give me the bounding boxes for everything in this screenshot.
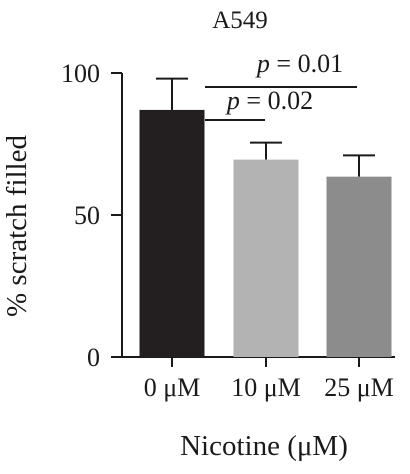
- x-tick-labels: 0 μM 10 μM 25 μM: [144, 373, 394, 402]
- x-tick-label: 10 μM: [231, 373, 301, 402]
- chart-title: A549: [212, 7, 268, 34]
- bars-group: [139, 77, 392, 367]
- x-axis-label: Nicotine (μM): [180, 430, 348, 462]
- p-value-label: p = 0.02: [225, 86, 313, 115]
- x-tick-label: 25 μM: [324, 373, 394, 402]
- bar: [139, 109, 205, 357]
- x-tick-label: 0 μM: [144, 373, 201, 402]
- bar: [326, 176, 392, 357]
- y-tick-label: 50: [74, 201, 100, 230]
- y-axis-label: % scratch filled: [1, 135, 33, 317]
- significance-annotations: p = 0.01 p = 0.02: [205, 49, 357, 121]
- y-tick-label: 0: [87, 343, 100, 372]
- bar: [233, 159, 299, 357]
- p-value-label: p = 0.01: [255, 49, 343, 78]
- y-axis-ticks: 0 50 100: [61, 59, 122, 372]
- y-tick-label: 100: [61, 59, 100, 88]
